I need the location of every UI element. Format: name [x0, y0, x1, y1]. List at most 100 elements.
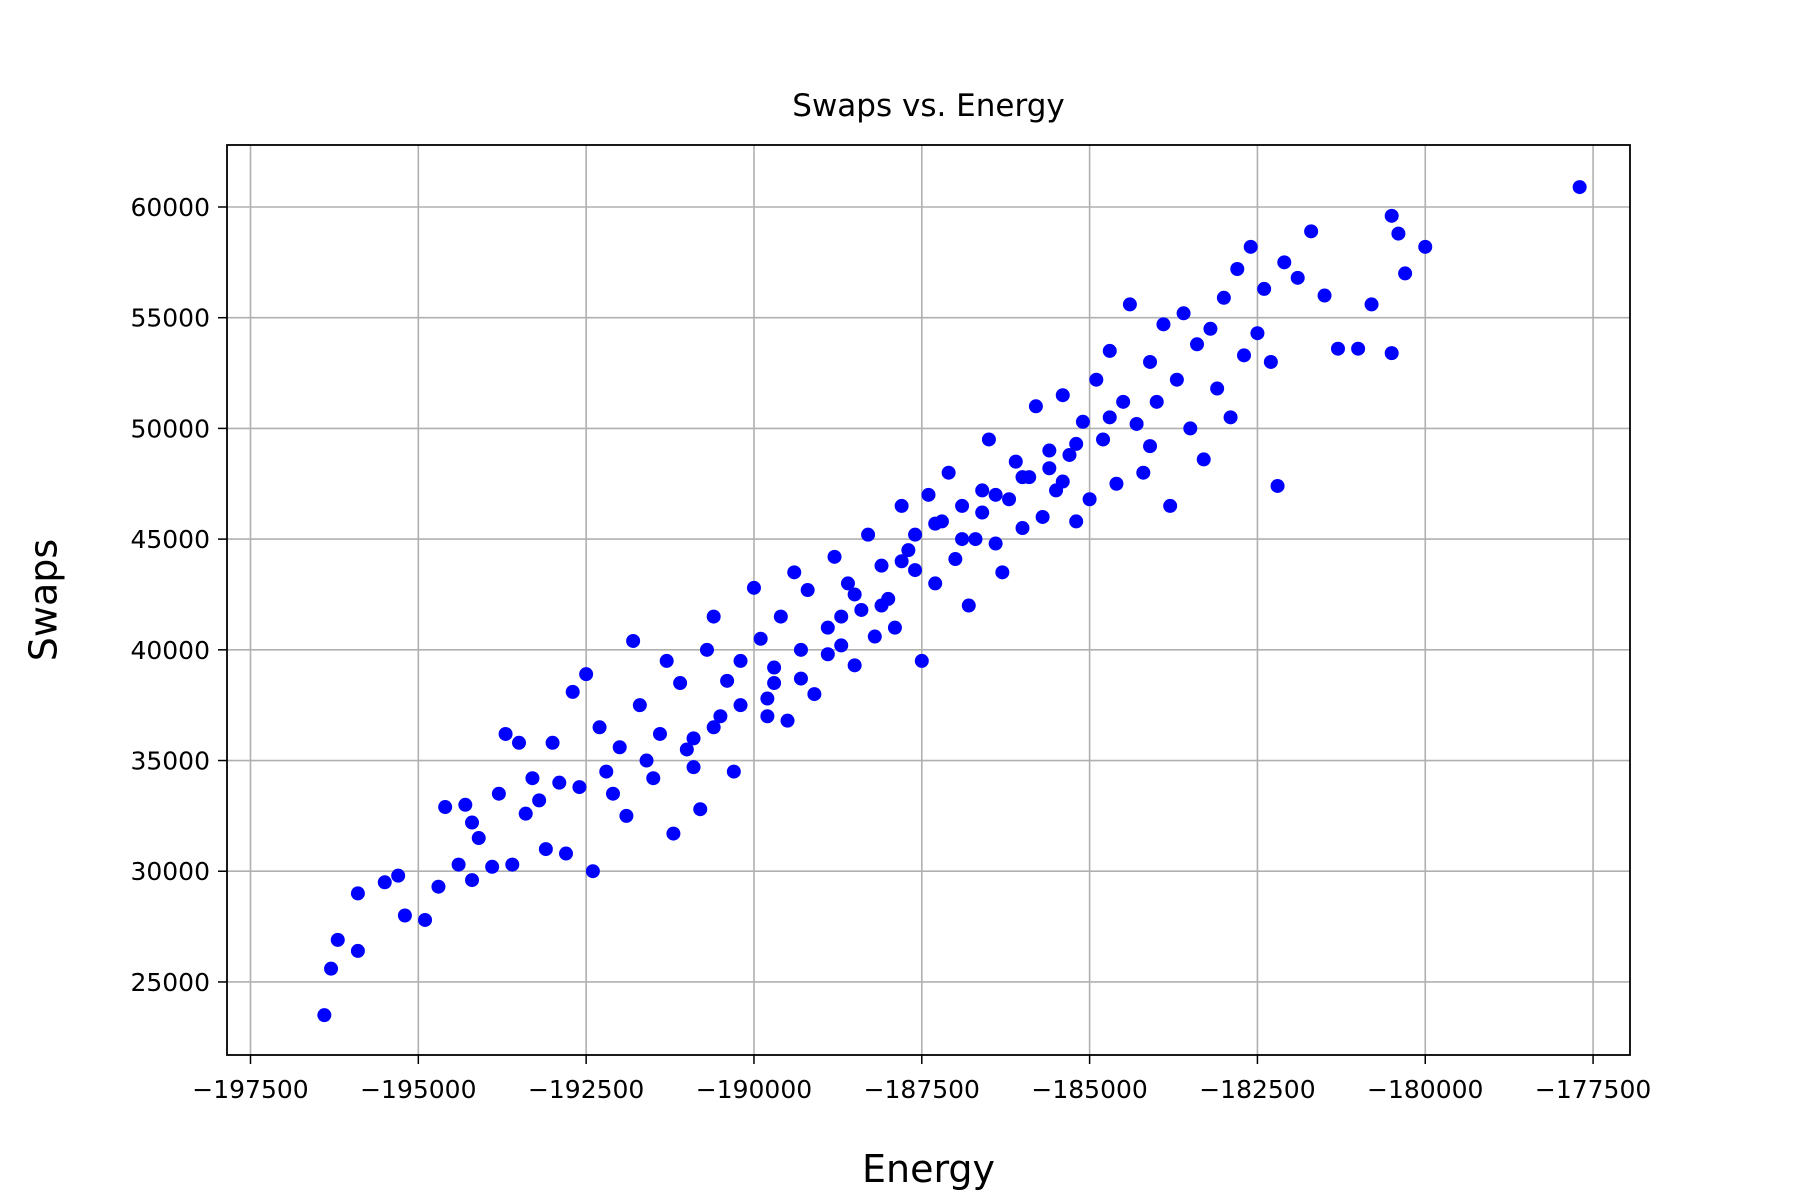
data-point [458, 797, 473, 812]
data-point [955, 498, 970, 513]
data-point [579, 667, 594, 682]
data-point [1156, 317, 1171, 332]
data-point [632, 698, 647, 713]
data-point [914, 653, 929, 668]
data-point [820, 620, 835, 635]
y-tick-label: 35000 [130, 747, 210, 776]
data-point [961, 598, 976, 613]
data-point [760, 709, 775, 724]
data-point [538, 842, 553, 857]
data-point [988, 536, 1003, 551]
data-point [1116, 394, 1131, 409]
data-point [1015, 470, 1030, 485]
data-point [1250, 326, 1265, 341]
data-point [350, 943, 365, 958]
data-point [505, 857, 520, 872]
data-point [1042, 443, 1057, 458]
data-point [1062, 447, 1077, 462]
data-point [975, 483, 990, 498]
data-point [1055, 388, 1070, 403]
data-point [968, 532, 983, 547]
data-point [894, 554, 909, 569]
data-point [652, 726, 667, 741]
data-point [639, 753, 654, 768]
x-axis-label: Energy [862, 1147, 995, 1191]
data-point [1055, 474, 1070, 489]
data-point [438, 800, 453, 815]
plot-frame [226, 144, 1631, 1056]
data-point [787, 565, 802, 580]
data-point [928, 576, 943, 591]
data-point [1109, 476, 1124, 491]
data-points [317, 180, 1587, 1023]
data-point [693, 802, 708, 817]
data-point [988, 487, 1003, 502]
data-point [1203, 321, 1218, 336]
data-point [1190, 337, 1205, 352]
data-point [706, 720, 721, 735]
data-point [465, 815, 480, 830]
data-point [512, 735, 527, 750]
x-tick-label: −192500 [528, 1075, 644, 1104]
x-tick-label: −180000 [1367, 1075, 1483, 1104]
data-point [887, 620, 902, 635]
data-point [418, 912, 433, 927]
data-point [1143, 439, 1158, 454]
data-point [760, 691, 775, 706]
x-tick-label: −185000 [1031, 1075, 1147, 1104]
data-point [1277, 255, 1292, 270]
data-point [861, 527, 876, 542]
data-point [1069, 436, 1084, 451]
data-point [733, 653, 748, 668]
data-point [545, 735, 560, 750]
data-point [1069, 514, 1084, 529]
data-point [659, 653, 674, 668]
data-point [800, 583, 815, 598]
data-point [1102, 410, 1117, 425]
data-point [955, 532, 970, 547]
data-point [518, 806, 533, 821]
data-point [1210, 381, 1225, 396]
data-point [874, 598, 889, 613]
data-point [1002, 492, 1017, 507]
data-point [1075, 414, 1090, 429]
x-tick-label: −197500 [192, 1075, 308, 1104]
data-point [377, 875, 392, 890]
data-point [874, 558, 889, 573]
data-point [827, 549, 842, 564]
data-point [908, 563, 923, 578]
data-point [1136, 465, 1151, 480]
data-point [1230, 261, 1245, 276]
data-point [726, 764, 741, 779]
data-point [1243, 239, 1258, 254]
data-point [686, 731, 701, 746]
data-point [1237, 348, 1252, 363]
data-point [1042, 461, 1057, 476]
data-point [981, 432, 996, 447]
data-point [626, 633, 641, 648]
data-point [867, 629, 882, 644]
data-point [807, 687, 822, 702]
data-point [1096, 432, 1111, 447]
data-point [592, 720, 607, 735]
y-tick-label: 50000 [130, 414, 210, 443]
data-point [525, 771, 540, 786]
data-point [928, 516, 943, 531]
data-point [834, 609, 849, 624]
data-point [1223, 410, 1238, 425]
y-tick-label: 30000 [130, 857, 210, 886]
data-point [746, 580, 761, 595]
y-tick-label: 45000 [130, 525, 210, 554]
data-point [485, 859, 500, 874]
data-point [471, 831, 486, 846]
data-point [921, 487, 936, 502]
data-point [686, 760, 701, 775]
x-tick-label: −187500 [864, 1075, 980, 1104]
data-point [565, 684, 580, 699]
data-point [391, 868, 406, 883]
data-point [1102, 343, 1117, 358]
data-point [793, 671, 808, 686]
data-point [854, 602, 869, 617]
data-point [908, 527, 923, 542]
data-point [498, 726, 513, 741]
